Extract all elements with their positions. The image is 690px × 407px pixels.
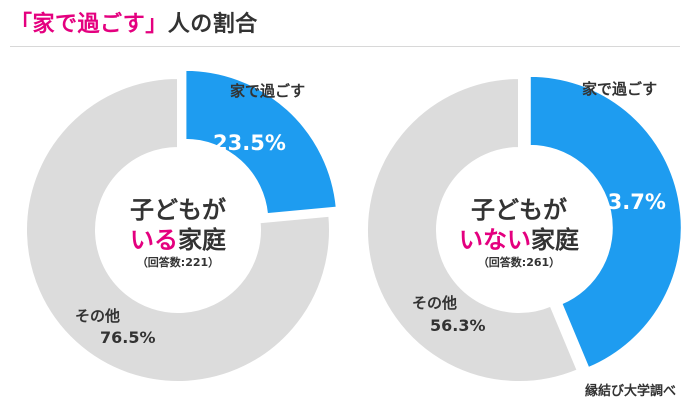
title-divider <box>10 46 680 47</box>
slice-other <box>25 76 331 383</box>
respondent-count: （回答数:221） <box>136 256 220 269</box>
source-credit: 縁結び大学調べ <box>584 384 676 399</box>
slice-category-label: 家で過ごす <box>230 82 306 100</box>
chart-title-suffix: 人の割合 <box>167 12 258 37</box>
center-line2: いない家庭 <box>459 225 579 255</box>
donut-chart-without-children <box>366 74 683 383</box>
slice-category-label: 家で過ごす <box>582 80 658 98</box>
chart-title: 「家で過ごす」人の割合 <box>10 6 258 38</box>
center-suffix: 家庭 <box>531 226 579 254</box>
slice-category-label: その他 <box>75 307 121 325</box>
slice-value-label: 23.5% <box>213 131 286 155</box>
slice-stay-home <box>184 68 338 216</box>
center-suffix: 家庭 <box>178 226 226 254</box>
slice-other <box>366 76 579 383</box>
chart-title-accent: 「家で過ごす」 <box>10 12 168 37</box>
slice-value-label: 76.5% <box>100 328 156 347</box>
center-line1: 子どもが <box>130 196 226 224</box>
center-line2: いる家庭 <box>130 225 226 255</box>
slice-value-label: 43.7% <box>593 190 666 214</box>
slice-value-label: 56.3% <box>430 316 486 335</box>
center-highlight: いる <box>130 226 178 254</box>
slice-stay-home <box>528 74 683 370</box>
slice-category-label: その他 <box>412 294 458 312</box>
respondent-count: （回答数:261） <box>477 256 561 269</box>
donut-center-label: 子どもが いる家庭 （回答数:221） <box>130 195 226 271</box>
center-highlight: いない <box>459 226 531 254</box>
donut-center-label: 子どもが いない家庭 （回答数:261） <box>459 195 579 271</box>
center-line1: 子どもが <box>471 196 567 224</box>
donut-chart-with-children <box>25 68 338 383</box>
